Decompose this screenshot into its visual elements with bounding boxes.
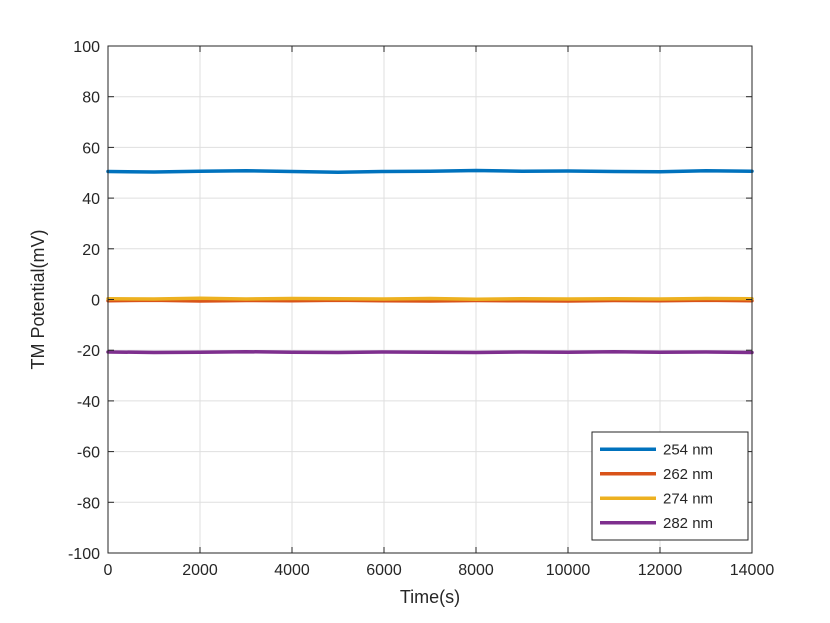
x-tick-label: 2000 (182, 562, 218, 579)
y-tick-label: 80 (82, 90, 100, 107)
y-tick-label: -100 (68, 546, 100, 563)
y-tick-label: 20 (82, 242, 100, 259)
series-line-1 (106, 168, 754, 174)
x-tick-label: 10000 (546, 562, 591, 579)
y-tick-label: -80 (77, 495, 100, 512)
legend: 254 nm 262 nm 274 nm 282 nm (591, 431, 749, 541)
x-tick-label: 8000 (458, 562, 494, 579)
legend-label: 274 nm (663, 490, 713, 507)
axis-ticks: 0 2000 4000 6000 8000 10000 12000 14000 -100 -80 -… (68, 39, 774, 579)
y-tick-label: 60 (82, 140, 100, 157)
series-line-2 (106, 298, 754, 303)
y-axis-label: TM Potential(mV) (28, 229, 48, 369)
legend-label: 282 nm (663, 515, 713, 532)
x-axis-label: Time(s) (400, 587, 460, 607)
legend-label: 262 nm (663, 466, 713, 483)
y-tick-label: -40 (77, 394, 100, 411)
y-tick-label: -20 (77, 343, 100, 360)
series-line-4 (106, 349, 754, 355)
series-layer (106, 168, 754, 355)
y-tick-label: 0 (91, 293, 100, 310)
x-tick-label: 6000 (366, 562, 402, 579)
x-tick-label: 0 (104, 562, 113, 579)
x-tick-label: 12000 (638, 562, 683, 579)
y-tick-label: 40 (82, 191, 100, 208)
y-tick-label: -60 (77, 445, 100, 462)
x-tick-label: 4000 (274, 562, 310, 579)
x-tick-label: 14000 (730, 562, 775, 579)
y-tick-label: 100 (73, 39, 100, 56)
legend-label: 254 nm (663, 441, 713, 458)
series-line-3 (106, 296, 754, 301)
